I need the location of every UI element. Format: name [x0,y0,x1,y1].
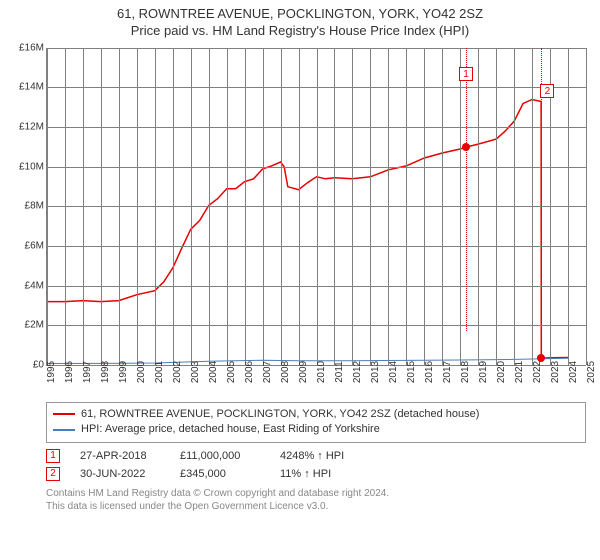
gridline-v [209,48,210,365]
gridline-v [173,48,174,365]
license-text: Contains HM Land Registry data © Crown c… [46,487,590,513]
transaction-date: 27-APR-2018 [80,450,160,462]
x-axis: 1995199619971998199920002001200220032004… [46,366,586,396]
legend: 61, ROWNTREE AVENUE, POCKLINGTON, YORK, … [46,402,586,443]
legend-label: 61, ROWNTREE AVENUE, POCKLINGTON, YORK, … [81,407,479,422]
chart-title: 61, ROWNTREE AVENUE, POCKLINGTON, YORK, … [10,6,590,40]
gridline-v [227,48,228,365]
transaction-price: £11,000,000 [180,450,260,462]
gridline-v [424,48,425,365]
chart-area: £0£2M£4M£6M£8M£10M£12M£14M£16M 12 199519… [10,44,590,396]
legend-row: HPI: Average price, detached house, East… [53,422,579,437]
y-tick-label: £10M [19,161,44,172]
gridline-v [568,48,569,365]
legend-label: HPI: Average price, detached house, East… [81,422,380,437]
y-tick-label: £14M [19,82,44,93]
gridline-v [460,48,461,365]
gridline-v [65,48,66,365]
transaction-row: 1 27-APR-2018 £11,000,000 4248% ↑ HPI [46,449,586,463]
gridline-v [263,48,264,365]
gridline-v [370,48,371,365]
y-tick-label: £4M [25,280,44,291]
y-tick-label: £2M [25,320,44,331]
legend-swatch [53,429,75,431]
series-line-0 [47,99,568,358]
marker-vline [466,48,467,331]
gridline-v [406,48,407,365]
gridline-v [101,48,102,365]
gridline-v [245,48,246,365]
marker-label-box: 1 [459,67,473,81]
license-line1: Contains HM Land Registry data © Crown c… [46,487,590,500]
transaction-row: 2 30-JUN-2022 £345,000 11% ↑ HPI [46,467,586,481]
title-line1: 61, ROWNTREE AVENUE, POCKLINGTON, YORK, … [10,6,590,23]
gridline-v [478,48,479,365]
gridline-v [334,48,335,365]
gridline-v [191,48,192,365]
plot-area: 12 [46,48,586,366]
title-line2: Price paid vs. HM Land Registry's House … [10,23,590,40]
gridline-v [47,48,48,365]
transaction-date: 30-JUN-2022 [80,468,160,480]
gridline-v [532,48,533,365]
marker-label-box: 2 [540,84,554,98]
legend-swatch [53,413,75,415]
gridline-v [496,48,497,365]
y-tick-label: £16M [19,42,44,53]
y-tick-label: £0 [33,359,44,370]
marker-point [462,143,470,151]
transaction-marker: 1 [46,449,60,463]
chart-container: 61, ROWNTREE AVENUE, POCKLINGTON, YORK, … [0,0,600,560]
y-tick-label: £6M [25,240,44,251]
y-axis: £0£2M£4M£6M£8M£10M£12M£14M£16M [10,44,46,366]
gridline-v [119,48,120,365]
gridline-v [352,48,353,365]
gridline-v [317,48,318,365]
transaction-delta: 11% ↑ HPI [280,468,360,480]
y-tick-label: £12M [19,122,44,133]
gridline-v [388,48,389,365]
gridline-v [299,48,300,365]
gridline-v [137,48,138,365]
transaction-price: £345,000 [180,468,260,480]
gridline-v [586,48,587,365]
gridline-v [514,48,515,365]
gridline-v [155,48,156,365]
y-tick-label: £8M [25,201,44,212]
gridline-v [83,48,84,365]
transaction-table: 1 27-APR-2018 £11,000,000 4248% ↑ HPI 2 30-JU… [46,449,586,485]
x-tick-label: 2025 [586,361,600,383]
transaction-marker: 2 [46,467,60,481]
transaction-delta: 4248% ↑ HPI [280,450,360,462]
gridline-v [281,48,282,365]
license-line2: This data is licensed under the Open Gov… [46,500,590,513]
legend-row: 61, ROWNTREE AVENUE, POCKLINGTON, YORK, … [53,407,579,422]
gridline-v [442,48,443,365]
